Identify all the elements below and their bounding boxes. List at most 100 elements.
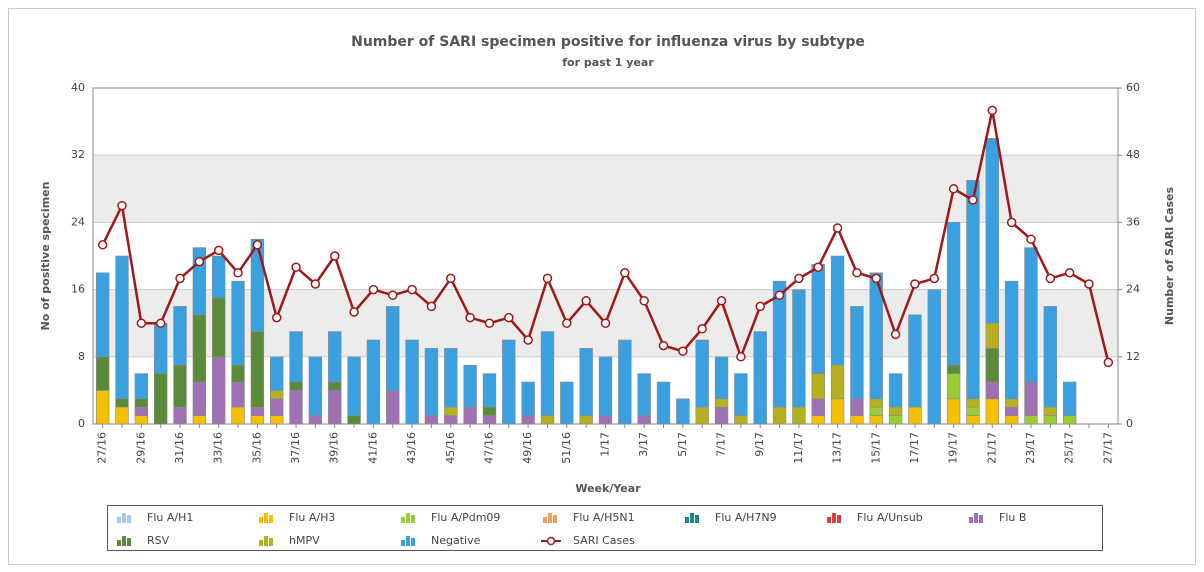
legend-marker [546,536,556,546]
legend-swatch [979,515,983,523]
bar-segment [154,322,168,374]
bar-segment [540,415,555,425]
x-tick-label: 23/17 [1024,432,1037,464]
bar-segment [830,364,845,400]
bar-segment [946,364,961,374]
line-point [774,290,785,300]
y2-tick-label: 12 [1126,350,1140,363]
bar-segment [231,280,245,366]
bar-segment [1024,415,1038,425]
bar-segment [347,356,361,416]
bar-segment [502,339,516,425]
legend-label: Flu A/Pdm09 [431,511,500,524]
bar-segment [1004,398,1019,408]
line-point [233,268,243,278]
legend-label: Flu A/H5N1 [573,511,635,524]
bar-segment [772,280,787,408]
legend-swatch [969,517,973,523]
legend-swatch [259,540,263,546]
bar-segment [869,398,883,408]
x-tick-label: 27/16 [96,432,109,464]
bar-segment [95,272,110,358]
legend-swatch [401,517,405,523]
legend-label: RSV [147,534,170,547]
legend-label: Flu A/Unsub [857,511,923,524]
bar-segment [908,314,922,408]
x-tick-label: 17/17 [908,432,921,464]
bar-segment [250,415,265,425]
bar-segment [695,339,709,408]
y2-tick-label: 0 [1126,417,1133,430]
line-point [600,318,611,328]
bar-segment [579,348,593,416]
line-point [910,279,920,289]
bar-segment [1004,406,1019,416]
y-tick-label: 16 [71,283,85,296]
bar-segment [212,356,226,425]
bar-segment [289,390,303,425]
bar-segment [714,356,729,400]
line-point [97,240,108,250]
bar-segment [289,331,303,383]
line-point [407,284,417,295]
legend-swatch [832,513,836,523]
bar-segment [173,364,187,408]
line-point [271,312,282,323]
bar-segment [850,415,864,425]
bar-segment [308,356,323,416]
bar-segment [444,415,458,425]
y-tick-label: 24 [71,215,85,228]
bar-segment [424,415,439,425]
bar-segment [927,289,941,425]
bar-segment [811,398,825,416]
bar-segment [618,339,632,425]
legend-swatch [117,517,121,523]
bar-segment [212,255,226,299]
legend-swatch [553,515,557,523]
legend-swatch [264,513,268,523]
bar-segment [1024,381,1038,416]
bar-segment [792,406,806,425]
bar-segment [115,406,129,425]
line-point [794,273,804,284]
bar-segment [1062,415,1077,425]
bar-segment [95,390,110,425]
bar-segment [173,306,187,366]
line-point [890,329,901,340]
bar-segment [424,348,439,416]
y-tick-label: 32 [71,148,85,161]
x-tick-label: 43/16 [405,432,418,464]
bar-segment [115,255,129,400]
legend-swatch [406,536,410,546]
y2-tick-label: 36 [1126,215,1140,228]
line-point [1006,217,1017,228]
x-tick-label: 11/17 [792,432,805,464]
bar-segment [830,398,845,425]
bar-segment [966,398,980,408]
bar-segment [95,356,110,391]
line-point [736,352,746,362]
line-point [542,273,553,284]
line-point [1064,268,1075,278]
bar-segment [270,415,284,425]
line-point [329,251,340,261]
line-point [349,307,359,317]
bar-segment [231,406,245,425]
line-point [948,184,959,194]
x-tick-label: 21/17 [985,432,998,464]
line-point [504,312,514,323]
line-point [426,301,437,312]
y-tick-label: 0 [78,417,85,430]
line-point [1084,279,1094,289]
legend-swatch [827,517,831,523]
legend-swatch [543,517,547,523]
line-point [155,318,166,328]
x-tick-label: 31/16 [173,432,186,464]
bar-segment [1004,280,1019,400]
bar-segment [811,373,825,400]
legend-swatch [117,540,121,546]
x-tick-label: 27/17 [1101,432,1114,464]
legend-box [107,505,1103,551]
bar-segment [966,415,980,425]
x-tick-label: 45/16 [444,432,457,464]
